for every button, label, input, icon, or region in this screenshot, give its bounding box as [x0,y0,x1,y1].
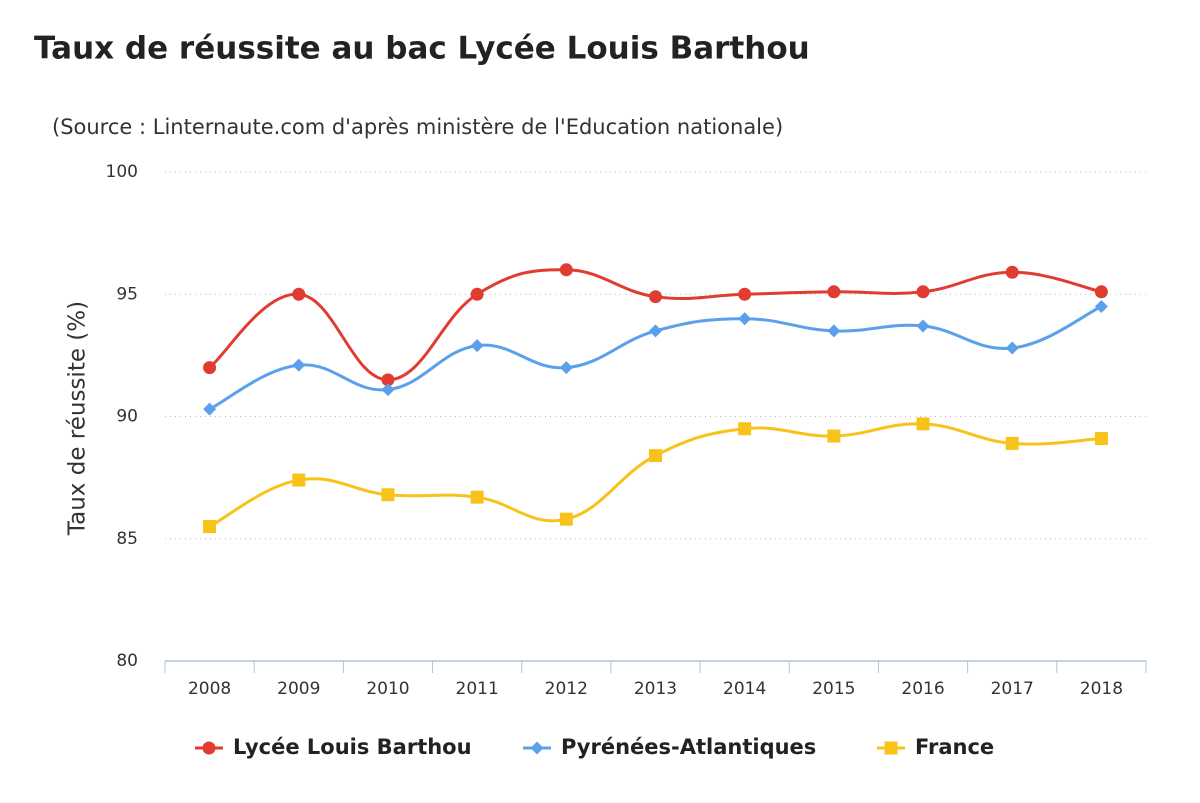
data-point [203,361,217,375]
x-tick-label: 2018 [1080,679,1123,699]
data-point [381,488,395,502]
data-point [470,490,484,504]
data-point [203,520,217,534]
x-tick-label: 2015 [812,679,855,699]
data-point [292,358,306,372]
x-tick-label: 2014 [723,679,766,699]
data-point [203,402,217,416]
data-point [1005,341,1019,355]
x-tick-label: 2012 [545,679,588,699]
y-tick-label: 80 [116,651,138,671]
data-point [916,417,930,431]
legend-label: France [915,735,994,759]
chart-title: Taux de réussite au bac Lycée Louis Bart… [34,31,810,67]
data-point [559,263,573,277]
data-point [559,361,573,375]
legend-marker [530,741,544,755]
x-tick-label: 2009 [277,679,320,699]
series-line [208,305,1103,411]
data-point [738,312,752,326]
data-point [559,512,573,526]
legend-marker [202,741,216,755]
x-tick-label: 2008 [188,679,231,699]
chart-subtitle: (Source : Linternaute.com d'après minist… [52,115,783,139]
data-point [292,473,306,487]
series-line [208,268,1102,382]
data-point [827,285,841,299]
x-tick-label: 2017 [991,679,1034,699]
y-tick-label: 85 [116,529,138,549]
x-tick-label: 2011 [456,679,499,699]
data-point [649,324,662,338]
legend-label: Pyrénées-Atlantiques [561,735,816,759]
data-point [649,290,662,304]
x-tick-label: 2013 [634,679,677,699]
data-point [381,383,395,397]
y-tick-label: 90 [116,407,138,427]
data-point [649,449,662,463]
x-tick-label: 2010 [366,679,409,699]
legend-label: Lycée Louis Barthou [233,735,472,759]
data-point [1005,265,1019,279]
data-point [738,422,752,436]
data-point [827,429,841,443]
y-tick-label: 95 [116,284,138,304]
data-point [1005,436,1019,450]
y-axis-label: Taux de réussite (%) [65,301,91,536]
data-point [1094,299,1108,313]
y-tick-label: 100 [106,162,138,182]
data-point [470,287,484,301]
data-point [738,287,752,301]
data-point [916,285,930,299]
x-tick-label: 2016 [901,679,944,699]
data-point [1094,432,1108,446]
data-point [1094,285,1108,299]
data-point [916,319,930,333]
series-line [208,422,1102,528]
data-point [470,339,484,353]
data-point [381,373,395,387]
data-point [827,324,841,338]
data-point [292,287,306,301]
legend-marker [884,741,898,755]
